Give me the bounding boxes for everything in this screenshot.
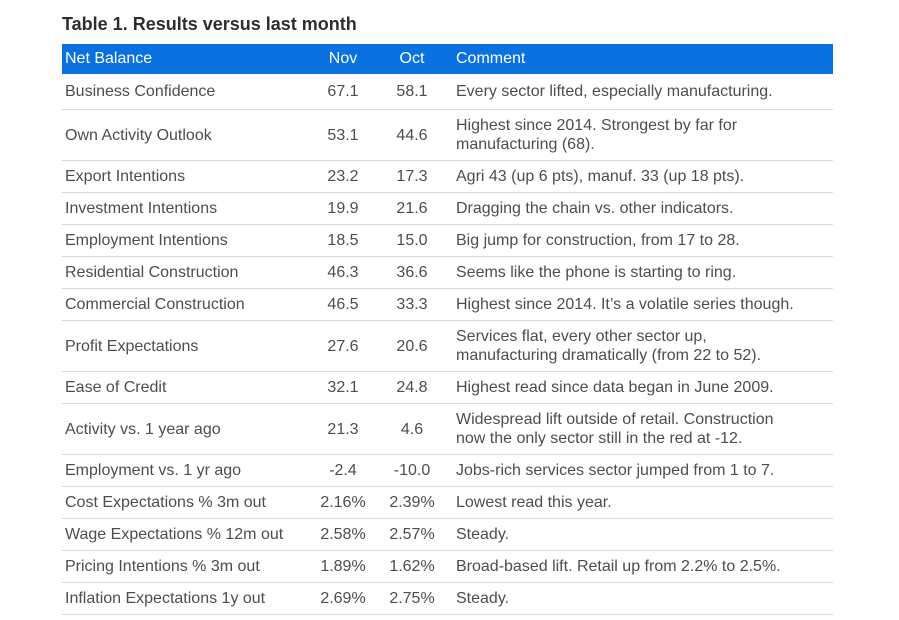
cell-comment: Agri 43 (up 6 pts), manuf. 33 (up 18 pts… xyxy=(448,160,833,193)
cell-indicator: Inflation Expectations 1y out xyxy=(62,582,310,615)
cell-nov: 46.3 xyxy=(310,256,376,289)
cell-comment: Lowest read this year. xyxy=(448,486,833,519)
cell-oct: 21.6 xyxy=(376,192,448,225)
table-row: Pricing Intentions % 3m out 1.89% 1.62% Bro… xyxy=(62,550,833,583)
cell-indicator: Profit Expectations xyxy=(62,320,310,372)
table-row: Commercial Construction 46.5 33.3 Highest s… xyxy=(62,288,833,321)
cell-nov: 53.1 xyxy=(310,109,376,161)
table-title: Table 1. Results versus last month xyxy=(62,14,357,34)
cell-oct: 2.75% xyxy=(376,582,448,615)
cell-comment: Big jump for construction, from 17 to 28… xyxy=(448,224,833,257)
cell-indicator: Own Activity Outlook xyxy=(62,109,310,161)
cell-oct: 44.6 xyxy=(376,109,448,161)
table-row: Employment Intentions 18.5 15.0 Big jump fo… xyxy=(62,224,833,257)
cell-nov: 2.58% xyxy=(310,518,376,551)
cell-nov: 23.2 xyxy=(310,160,376,193)
cell-comment: Services flat, every other sector up, ma… xyxy=(448,320,833,372)
cell-oct: 58.1 xyxy=(376,74,448,110)
cell-comment: Highest since 2014. It’s a volatile seri… xyxy=(448,288,833,321)
column-header-nov: Nov xyxy=(310,44,376,74)
table-row: Activity vs. 1 year ago 21.3 4.6 Widespread… xyxy=(62,403,833,455)
table-row: Residential Construction 46.3 36.6 Seems li… xyxy=(62,256,833,289)
cell-comment: Highest since 2014. Strongest by far for… xyxy=(448,109,833,161)
cell-indicator: Export Intentions xyxy=(62,160,310,193)
cell-nov: 18.5 xyxy=(310,224,376,257)
cell-comment: Steady. xyxy=(448,518,833,551)
cell-comment: Steady. xyxy=(448,582,833,615)
cell-nov: 32.1 xyxy=(310,371,376,404)
cell-comment: Highest read since data began in June 20… xyxy=(448,371,833,404)
cell-oct: 15.0 xyxy=(376,224,448,257)
cell-indicator: Wage Expectations % 12m out xyxy=(62,518,310,551)
cell-indicator: Cost Expectations % 3m out xyxy=(62,486,310,519)
table-row: Investment Intentions 19.9 21.6 Dragging th… xyxy=(62,192,833,225)
table-header-row: Net Balance Nov Oct Comment xyxy=(62,44,833,74)
cell-nov: 21.3 xyxy=(310,403,376,455)
table-row: Inflation Expectations 1y out 2.69% 2.75% S… xyxy=(62,582,833,615)
cell-comment: Dragging the chain vs. other indicators. xyxy=(448,192,833,225)
cell-oct: 36.6 xyxy=(376,256,448,289)
cell-nov: 27.6 xyxy=(310,320,376,372)
cell-comment: Widespread lift outside of retail. Const… xyxy=(448,403,833,455)
cell-oct: 24.8 xyxy=(376,371,448,404)
cell-indicator: Ease of Credit xyxy=(62,371,310,404)
table-row: Cost Expectations % 3m out 2.16% 2.39% Lowe… xyxy=(62,486,833,519)
cell-indicator: Activity vs. 1 year ago xyxy=(62,403,310,455)
column-header-oct: Oct xyxy=(376,44,448,74)
cell-oct: 20.6 xyxy=(376,320,448,372)
table-row: Profit Expectations 27.6 20.6 Services flat… xyxy=(62,320,833,372)
cell-indicator: Business Confidence xyxy=(62,74,310,110)
cell-nov: 2.16% xyxy=(310,486,376,519)
table-row: Employment vs. 1 yr ago -2.4 -10.0 Jobs-ric… xyxy=(62,454,833,487)
cell-oct: 1.62% xyxy=(376,550,448,583)
cell-nov: 2.69% xyxy=(310,582,376,615)
cell-nov: 1.89% xyxy=(310,550,376,583)
cell-nov: 46.5 xyxy=(310,288,376,321)
cell-comment: Every sector lifted, especially manufact… xyxy=(448,74,833,110)
cell-oct: 4.6 xyxy=(376,403,448,455)
table-row: Export Intentions 23.2 17.3 Agri 43 (up 6 p… xyxy=(62,160,833,193)
cell-nov: -2.4 xyxy=(310,454,376,487)
table-row: Own Activity Outlook 53.1 44.6 Highest sinc… xyxy=(62,109,833,161)
cell-comment: Seems like the phone is starting to ring… xyxy=(448,256,833,289)
results-table-section: Table 1. Results versus last month Net B… xyxy=(62,13,833,615)
cell-comment: Broad-based lift. Retail up from 2.2% to… xyxy=(448,550,833,583)
table-row: Business Confidence 67.1 58.1 Every sector … xyxy=(62,74,833,110)
results-table: Net Balance Nov Oct Comment Business Con… xyxy=(62,44,833,615)
cell-indicator: Commercial Construction xyxy=(62,288,310,321)
column-header-net-balance: Net Balance xyxy=(62,44,310,74)
table-body: Business Confidence 67.1 58.1 Every sector … xyxy=(62,74,833,615)
cell-indicator: Pricing Intentions % 3m out xyxy=(62,550,310,583)
cell-oct: 2.57% xyxy=(376,518,448,551)
cell-oct: 2.39% xyxy=(376,486,448,519)
cell-oct: 17.3 xyxy=(376,160,448,193)
table-row: Wage Expectations % 12m out 2.58% 2.57% Ste… xyxy=(62,518,833,551)
cell-indicator: Employment Intentions xyxy=(62,224,310,257)
cell-indicator: Residential Construction xyxy=(62,256,310,289)
cell-oct: 33.3 xyxy=(376,288,448,321)
column-header-comment: Comment xyxy=(448,44,833,74)
cell-comment: Jobs-rich services sector jumped from 1 … xyxy=(448,454,833,487)
cell-oct: -10.0 xyxy=(376,454,448,487)
table-row: Ease of Credit 32.1 24.8 Highest read since… xyxy=(62,371,833,404)
cell-nov: 19.9 xyxy=(310,192,376,225)
cell-nov: 67.1 xyxy=(310,74,376,110)
cell-indicator: Employment vs. 1 yr ago xyxy=(62,454,310,487)
cell-indicator: Investment Intentions xyxy=(62,192,310,225)
